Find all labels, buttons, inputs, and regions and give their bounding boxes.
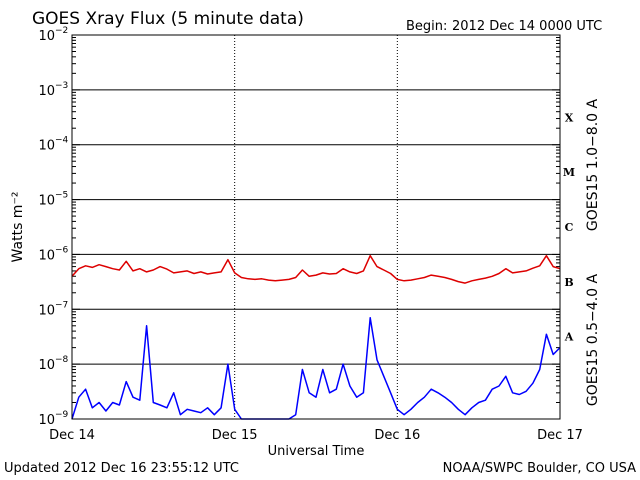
flare-class-label: X [565, 111, 574, 124]
credit-text: NOAA/SWPC Boulder, CO USA [443, 461, 636, 476]
y-tick-base: 10 [38, 303, 55, 318]
y-tick-exponent: −6 [55, 245, 69, 255]
x-tick-label: Dec 17 [537, 428, 583, 443]
y-tick-exponent: −7 [55, 300, 68, 310]
y-tick-base: 10 [38, 194, 55, 209]
begin-label: Begin: [406, 19, 447, 34]
y-tick-exponent: −3 [55, 81, 68, 91]
series-long-line [71, 254, 561, 284]
flare-class-label: M [563, 166, 575, 179]
y-tick-label: 10 −6 [38, 245, 68, 263]
y-tick-label: 10 −8 [38, 355, 68, 373]
series-lines [71, 254, 561, 420]
y-tick-exponent: −9 [55, 410, 69, 420]
legend-short-channel: GOES15 0.5−4.0 A [585, 274, 601, 407]
y-tick-label: 10 −4 [38, 136, 68, 154]
y-tick-label: 10 −5 [38, 191, 68, 209]
y-tick-label: 10 −9 [38, 410, 68, 428]
y-tick-label: 10 −3 [38, 81, 68, 99]
y-tick-exponent: −5 [55, 191, 68, 201]
grid [72, 34, 560, 420]
y-tick-exponent: −4 [55, 136, 69, 146]
y-tick-base: 10 [38, 358, 55, 373]
y-tick-labels: 10−210−310−410−510−610−710−810−9 [38, 26, 68, 428]
flare-class-labels: X M C B A [563, 111, 575, 343]
flare-class-label: C [565, 221, 574, 234]
flare-class-label: A [564, 331, 574, 344]
y-tick-base: 10 [38, 29, 55, 44]
y-tick-exponent: −2 [55, 26, 68, 36]
legend-long-channel: GOES15 1.0−8.0 A [585, 99, 601, 232]
plot-frame [71, 34, 561, 420]
x-tick-label: Dec 16 [374, 428, 420, 443]
x-axis-label: Universal Time [268, 444, 365, 459]
y-tick-label: 10 −7 [38, 300, 68, 318]
begin-value: 2012 Dec 14 0000 UTC [452, 19, 602, 34]
x-tick-labels: Dec 14 Dec 15 Dec 16 Dec 17 [49, 428, 583, 443]
y-tick-base: 10 [38, 84, 55, 99]
x-tick-label: Dec 14 [49, 428, 95, 443]
updated-timestamp: Updated 2012 Dec 16 23:55:12 UTC [4, 461, 239, 476]
y-tick-base: 10 [38, 248, 55, 263]
y-tick-exponent: −8 [55, 355, 69, 365]
y-tick-base: 10 [38, 139, 55, 154]
chart-title: GOES Xray Flux (5 minute data) [32, 9, 304, 29]
flare-class-label: B [564, 276, 573, 289]
y-tick-base: 10 [38, 413, 55, 428]
y-tick-label: 10 −2 [38, 26, 68, 44]
x-tick-label: Dec 15 [212, 428, 258, 443]
y-axis-label: Watts m⁻² [10, 192, 26, 263]
series-short-line [71, 317, 561, 420]
